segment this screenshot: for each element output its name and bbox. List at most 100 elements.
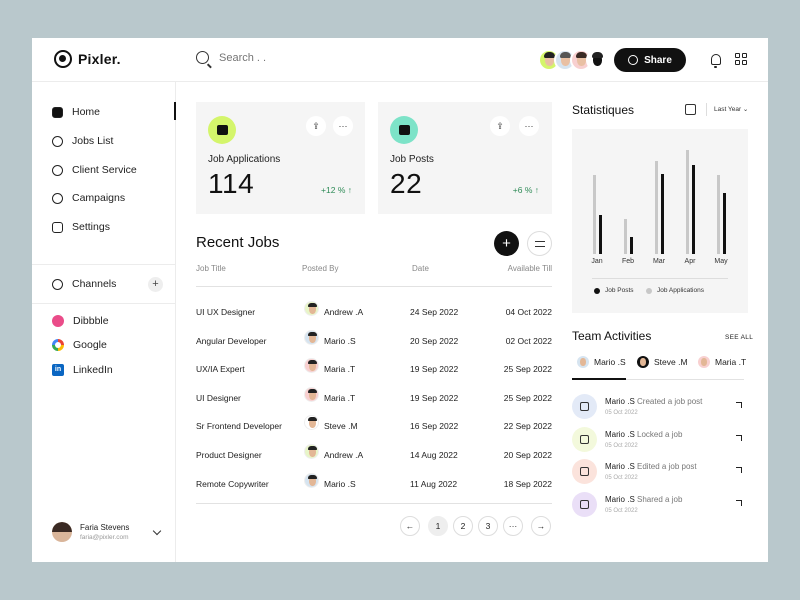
logo[interactable]: Pixler. xyxy=(54,50,121,68)
channel-item-google[interactable]: Google xyxy=(52,339,107,351)
x-tick-label: Jan xyxy=(591,258,603,265)
activity-item[interactable]: Mario .S Locked a job 05 Oct 2022 xyxy=(572,426,748,455)
lifebuoy-icon xyxy=(52,164,63,176)
job-title-cell: Sr Frontend Developer xyxy=(196,421,282,432)
card-share-button[interactable]: ⇪ xyxy=(490,116,510,136)
next-page-button[interactable]: → xyxy=(531,516,551,536)
period-select[interactable]: Last Year ⌄ xyxy=(706,103,748,116)
table-row[interactable]: Angular Developer Mario .S 20 Sep 2022 02 O… xyxy=(196,326,552,354)
statistics-title: Statistiques xyxy=(572,103,635,117)
activity-item[interactable]: Mario .S Created a job post 05 Oct 2022 xyxy=(572,394,748,422)
home-icon xyxy=(52,106,63,118)
collaborator-avatars[interactable] xyxy=(538,49,608,71)
user-profile[interactable]: Faria Stevens faria@pixler.com xyxy=(52,522,129,542)
activity-item[interactable]: Mario .S Edited a job post 05 Oct 2022 xyxy=(572,459,748,487)
channel-item-linkedin[interactable]: in LinkedIn xyxy=(52,364,113,376)
prev-page-button[interactable]: ← xyxy=(400,516,420,536)
app-window: Pixler. Share Home Jobs List xyxy=(32,38,768,562)
sidebar-item-settings[interactable]: Settings xyxy=(52,221,110,233)
column-header[interactable]: Available Till xyxy=(507,264,552,273)
bar-job-posts-feb[interactable] xyxy=(630,236,633,254)
table-row[interactable]: UI Designer Maria .T 19 Sep 2022 25 Sep 202… xyxy=(196,383,552,411)
member-tab[interactable]: Maria .T xyxy=(698,356,746,368)
avatar xyxy=(304,301,319,316)
divider xyxy=(32,264,176,265)
apps-grid-icon[interactable] xyxy=(735,53,747,65)
activity-date: 05 Oct 2022 xyxy=(605,442,638,449)
member-tab-label: Maria .T xyxy=(715,357,747,367)
channels-label: Channels xyxy=(72,278,117,290)
member-tab-label: Steve .M xyxy=(654,357,688,367)
google-icon xyxy=(52,339,64,351)
calendar-icon[interactable] xyxy=(685,104,696,115)
arrow-up-right-icon[interactable] xyxy=(736,467,742,474)
job-title-cell: UI Designer xyxy=(196,392,241,403)
bar-job-applications-apr[interactable] xyxy=(686,150,689,254)
table-row[interactable]: Product Designer Andrew .A 14 Aug 2022 20 S… xyxy=(196,440,552,468)
sidebar-item-client-service[interactable]: Client Service xyxy=(52,164,137,176)
bar-job-posts-jan[interactable] xyxy=(599,214,602,254)
bar-job-applications-feb[interactable] xyxy=(624,219,627,254)
activity-user: Mario .S xyxy=(605,462,635,472)
arrow-up-right-icon[interactable] xyxy=(736,499,742,506)
activity-text: Mario .S Edited a job post xyxy=(605,462,697,471)
card-label: Job Posts xyxy=(390,154,434,165)
available-till-cell: 18 Sep 2022 xyxy=(503,478,552,489)
page-ellipsis[interactable]: ··· xyxy=(503,516,523,536)
search-icon[interactable] xyxy=(196,51,209,64)
card-more-button[interactable]: ··· xyxy=(333,116,353,136)
table-row[interactable]: UI UX Designer Andrew .A 24 Sep 2022 04 Oct… xyxy=(196,297,552,325)
arrow-up-right-icon[interactable] xyxy=(736,402,742,408)
sidebar-item-label: Jobs List xyxy=(72,135,114,147)
bar-job-applications-mar[interactable] xyxy=(655,161,658,254)
date-cell: 14 Aug 2022 xyxy=(410,450,458,460)
channel-label: LinkedIn xyxy=(73,364,113,376)
column-header[interactable]: Posted By xyxy=(302,264,339,273)
date-cell: 24 Sep 2022 xyxy=(410,307,459,317)
bar-job-applications-may[interactable] xyxy=(717,175,720,254)
logo-icon xyxy=(54,50,72,68)
bar-job-posts-mar[interactable] xyxy=(661,173,664,254)
member-tab[interactable]: Mario .S xyxy=(577,356,626,368)
available-till-cell: 04 Oct 2022 xyxy=(505,307,552,317)
card-share-button[interactable]: ⇪ xyxy=(306,116,326,136)
arrow-up-right-icon[interactable] xyxy=(736,434,742,441)
sidebar-item-jobs-list[interactable]: Jobs List xyxy=(52,135,113,147)
chevron-down-icon[interactable] xyxy=(152,526,162,536)
bar-job-posts-apr[interactable] xyxy=(692,165,695,254)
posted-by-cell: Andrew .A xyxy=(324,450,364,460)
share-label: Share xyxy=(644,54,672,66)
table-row[interactable]: Remote Copywriter Mario .S 11 Aug 2022 18 S… xyxy=(196,469,552,497)
bar-job-posts-may[interactable] xyxy=(723,192,726,254)
column-header[interactable]: Date xyxy=(412,264,429,273)
add-job-button[interactable]: + xyxy=(494,231,519,256)
table-row[interactable]: Sr Frontend Developer Steve .M 16 Sep 2022… xyxy=(196,411,552,439)
page-button[interactable]: 1 xyxy=(428,516,448,536)
page-button[interactable]: 3 xyxy=(478,516,498,536)
share-button[interactable]: Share xyxy=(614,48,686,72)
channel-item-dribbble[interactable]: Dibbble xyxy=(52,315,109,327)
member-tab[interactable]: Steve .M xyxy=(637,356,688,368)
avatar[interactable] xyxy=(586,49,608,71)
table-row[interactable]: UX/IA Expert Maria .T 19 Sep 2022 25 Sep 20… xyxy=(196,354,552,382)
card-change: +12 % ↑ xyxy=(321,185,352,195)
avatar xyxy=(577,356,589,368)
sidebar-item-home[interactable]: Home xyxy=(52,106,100,118)
bar-job-applications-jan[interactable] xyxy=(593,175,596,254)
sidebar-item-campaigns[interactable]: Campaigns xyxy=(52,192,125,204)
see-all-link[interactable]: SEE ALL xyxy=(725,334,754,341)
page-button[interactable]: 2 xyxy=(453,516,473,536)
card-more-button[interactable]: ··· xyxy=(519,116,539,136)
bell-icon[interactable] xyxy=(711,54,721,68)
posted-by-cell: Steve .M xyxy=(324,421,358,432)
add-channel-button[interactable]: + xyxy=(148,277,163,292)
sidebar-item-label: Settings xyxy=(72,221,110,233)
search-input[interactable] xyxy=(219,51,339,64)
x-tick-label: Feb xyxy=(621,258,635,265)
activity-item[interactable]: Mario .S Shared a job 05 Oct 2022 xyxy=(572,491,748,520)
filter-button[interactable] xyxy=(527,231,552,256)
stat-card-job-applications: ⇪ ··· Job Applications 114 +12 % ↑ xyxy=(196,102,365,214)
column-header[interactable]: Job Title xyxy=(196,264,226,273)
linkedin-icon: in xyxy=(52,364,64,376)
sliders-icon xyxy=(52,221,63,233)
